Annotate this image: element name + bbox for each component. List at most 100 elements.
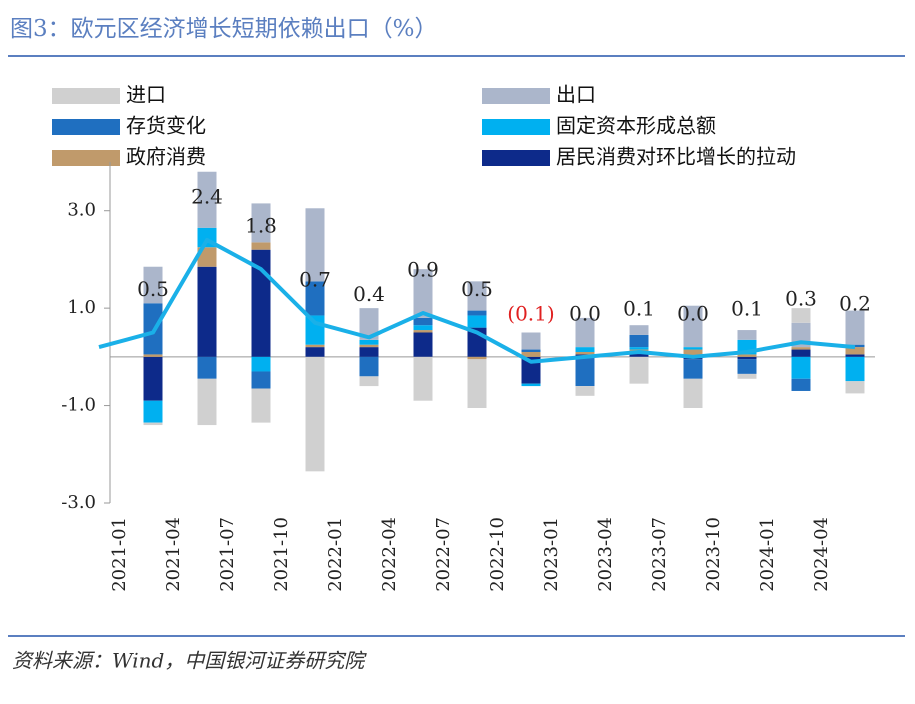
bar-segment: [197, 356, 217, 379]
bar-segment: [791, 378, 811, 391]
bar-segment: [845, 354, 865, 357]
bar-segment: [305, 356, 325, 472]
legend-swatch: [52, 119, 120, 135]
bar-segment: [359, 347, 379, 357]
data-label: 1.8: [245, 214, 277, 238]
data-label: 0.0: [569, 301, 601, 325]
bar-segment: [305, 281, 325, 316]
x-tick-label: 2021-07: [217, 517, 238, 592]
legend-label: 固定资本形成总额: [556, 114, 716, 138]
data-label: (0.1): [507, 301, 554, 325]
data-label: 0.9: [407, 258, 439, 282]
growth-line: [98, 237, 856, 364]
bar-segment: [629, 351, 649, 357]
bar-segment: [737, 359, 757, 374]
bar-segment: [413, 317, 433, 326]
bar-segment: [359, 308, 379, 340]
bar-segment: [197, 171, 217, 228]
bar-segment: [791, 308, 811, 323]
bar-segment: [683, 347, 703, 350]
data-label: 0.3: [785, 287, 817, 311]
x-tick-label: 2021-04: [163, 517, 184, 592]
y-tick-label: -3.0: [61, 492, 96, 513]
legend-label: 存货变化: [126, 114, 206, 138]
bar-segment: [467, 356, 487, 360]
bar-segment: [359, 339, 379, 345]
bar-segment: [629, 356, 649, 384]
bar-segment: [683, 305, 703, 348]
bar-segment: [467, 310, 487, 316]
bar-segment: [197, 247, 217, 267]
x-tick-label: 2021-10: [271, 517, 292, 592]
bar-segment: [575, 347, 595, 352]
bar-segment: [197, 378, 217, 426]
x-tick-label: 2023-07: [649, 517, 670, 592]
y-tick-label: -1.0: [61, 395, 96, 416]
bar-segment: [305, 347, 325, 357]
bar-segment: [521, 332, 541, 350]
bar-segment: [521, 356, 541, 384]
bar-segment: [521, 383, 541, 387]
legend-swatch: [52, 150, 120, 166]
bar-segment: [251, 388, 271, 423]
bar-segment: [629, 325, 649, 335]
bar-segment: [629, 334, 649, 348]
bar-segment: [413, 332, 433, 357]
bar-segment: [251, 203, 271, 243]
legend-label: 政府消费: [126, 145, 206, 169]
bar-segment: [467, 315, 487, 328]
y-tick-label: 1.0: [67, 297, 96, 318]
bar-segment: [521, 349, 541, 352]
bar-segment: [575, 351, 595, 355]
bar-segment: [737, 356, 757, 360]
bar-segment: [251, 242, 271, 250]
bar-segment: [413, 330, 433, 333]
x-tick-label: 2024-01: [757, 517, 778, 592]
bar-segment: [143, 266, 163, 304]
bar-segment: [791, 349, 811, 357]
bar-segment: [467, 359, 487, 409]
bar-segment: [575, 386, 595, 396]
bar-segment: [737, 354, 757, 357]
bar-segment: [251, 356, 271, 372]
x-tick-label: 2024-04: [811, 517, 832, 592]
bar-segment: [413, 325, 433, 331]
legend-swatch: [482, 119, 550, 135]
x-tick-label: 2022-01: [325, 517, 346, 592]
bar-segment: [143, 354, 163, 357]
bar-segment: [683, 359, 703, 379]
data-label: 2.4: [191, 184, 223, 208]
legend-swatch: [482, 88, 550, 104]
bar-segment: [521, 351, 541, 357]
bar-segment: [845, 347, 865, 355]
bar-segment: [791, 347, 811, 350]
bar-segment: [629, 347, 649, 350]
data-label: 0.0: [677, 301, 709, 325]
bar-segment: [413, 356, 433, 401]
legend-swatch: [482, 150, 550, 166]
chart-title: 图3：欧元区经济增长短期依赖出口（%）: [10, 16, 438, 42]
bar-segment: [251, 371, 271, 389]
bar-segment: [359, 376, 379, 387]
bar-segment: [143, 422, 163, 426]
legend-label: 出口: [556, 83, 596, 107]
bar-segment: [305, 315, 325, 345]
bar-segment: [845, 381, 865, 394]
x-tick-label: 2022-07: [433, 517, 454, 592]
bar-segment: [143, 356, 163, 401]
x-tick-label: 2023-04: [595, 517, 616, 592]
bar-segment: [305, 344, 325, 348]
bar-segment: [197, 266, 217, 357]
bar-segment: [683, 349, 703, 357]
bar-segment: [467, 281, 487, 311]
legend-label: 居民消费对环比增长的拉动: [556, 145, 796, 169]
bar-segment: [575, 356, 595, 387]
x-tick-label: 2023-10: [703, 517, 724, 592]
y-tick-label: 3.0: [67, 200, 96, 221]
bar-segment: [737, 373, 757, 379]
data-label: 0.2: [839, 292, 871, 316]
source: 资料来源：Wind，中国银河证券研究院: [12, 649, 367, 673]
bar-segment: [845, 356, 865, 382]
bar-segment: [359, 344, 379, 348]
